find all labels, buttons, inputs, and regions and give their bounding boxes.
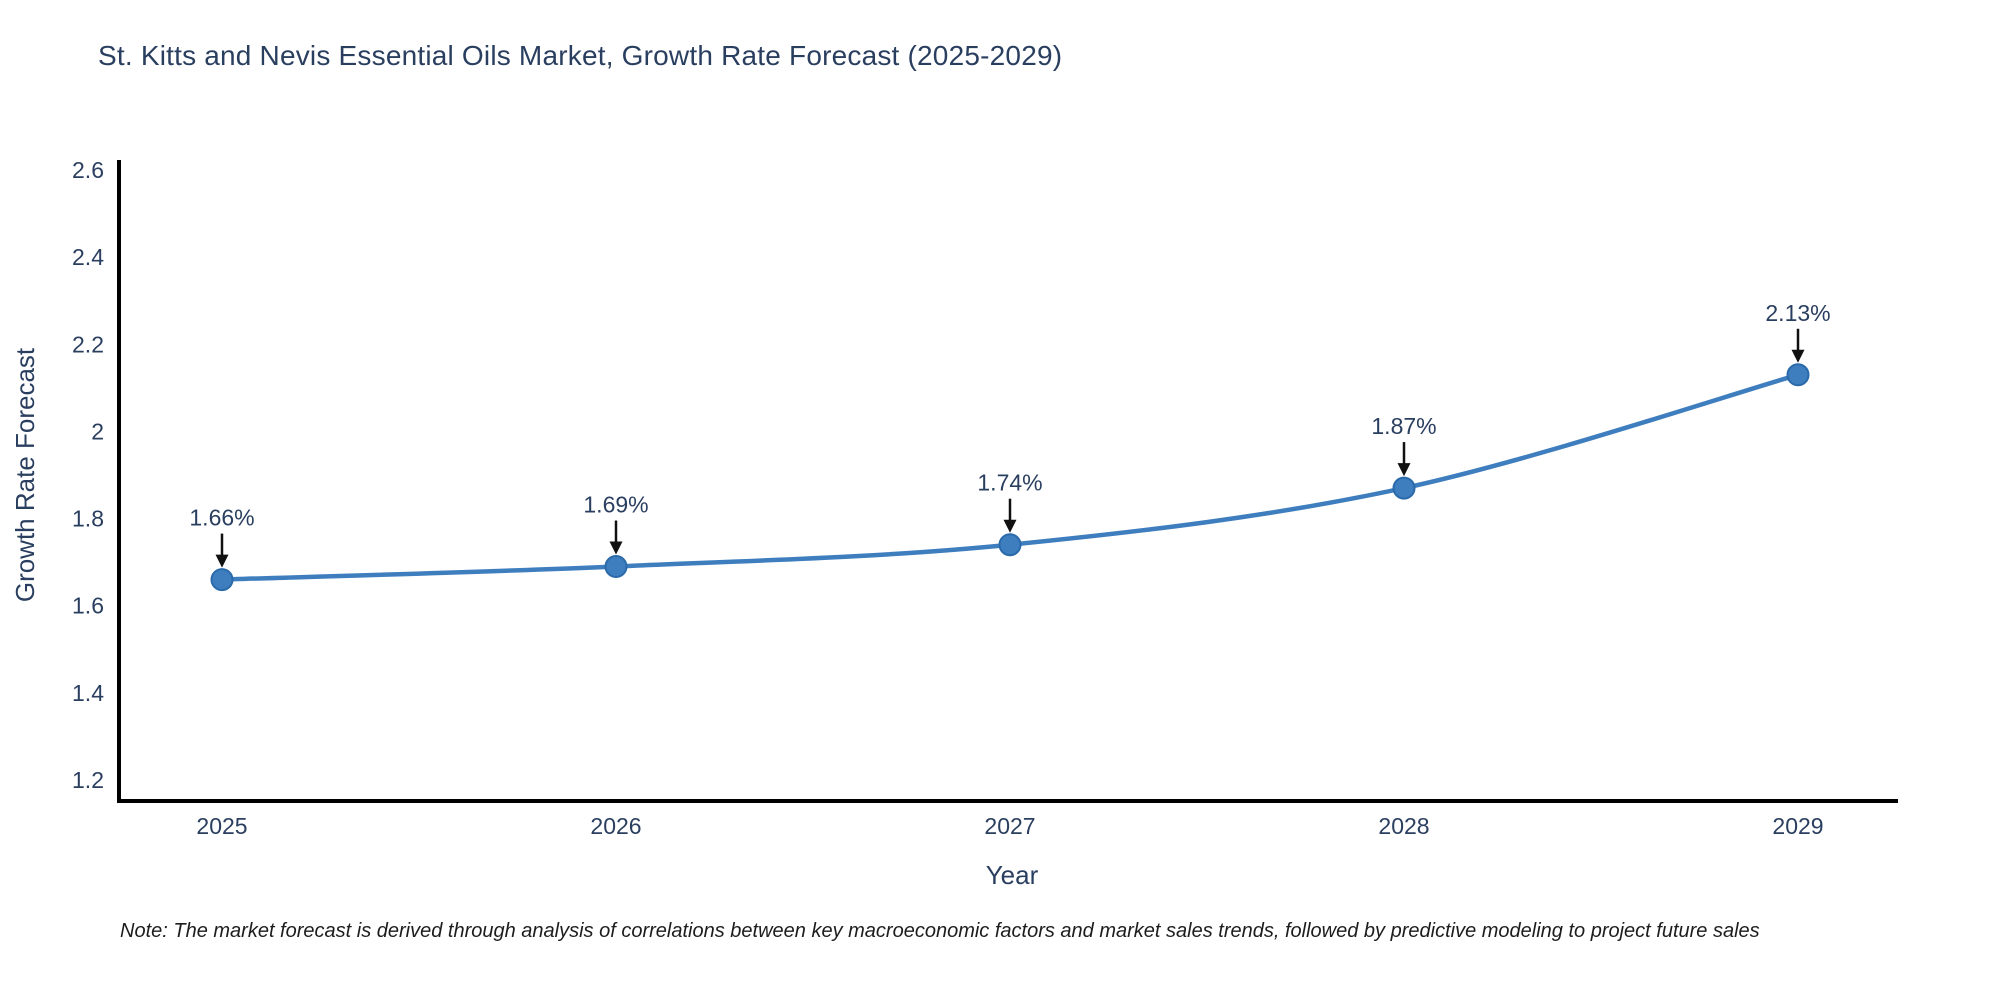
annotation-arrowhead [215,554,229,568]
x-tick-label: 2029 [1772,813,1823,839]
data-point-marker [210,568,234,592]
annotation-label: 1.69% [583,492,648,518]
annotation-arrowhead [1397,463,1411,477]
x-axis-title: Year [986,860,1039,890]
annotation-label: 2.13% [1765,300,1830,326]
y-tick-label: 2.2 [72,331,104,357]
annotation-arrowhead [1003,519,1017,533]
data-point-marker [1392,476,1416,500]
y-tick-label: 1.8 [72,506,104,532]
annotation-label: 1.66% [189,505,254,531]
y-tick-label: 1.4 [72,680,104,706]
y-tick-label: 1.6 [72,593,104,619]
x-tick-label: 2027 [984,813,1035,839]
annotation-arrowhead [1791,349,1805,363]
x-tick-label: 2026 [590,813,641,839]
data-point-marker [998,533,1022,557]
y-tick-label: 2.6 [72,157,104,183]
y-axis-title: Growth Rate Forecast [10,347,40,602]
x-tick-label: 2025 [196,813,247,839]
data-point-marker [604,555,628,578]
x-tick-label: 2028 [1378,813,1429,839]
annotation-label: 1.74% [977,470,1042,496]
chart-title: St. Kitts and Nevis Essential Oils Marke… [98,40,1063,71]
y-tick-label: 1.2 [72,767,104,793]
footnote: Note: The market forecast is derived thr… [120,920,1760,942]
data-point-marker [1786,363,1810,387]
y-tick-label: 2.4 [72,244,104,270]
annotation-label: 1.87% [1371,413,1436,439]
annotation-arrowhead [609,541,623,555]
y-tick-label: 2 [91,418,104,444]
